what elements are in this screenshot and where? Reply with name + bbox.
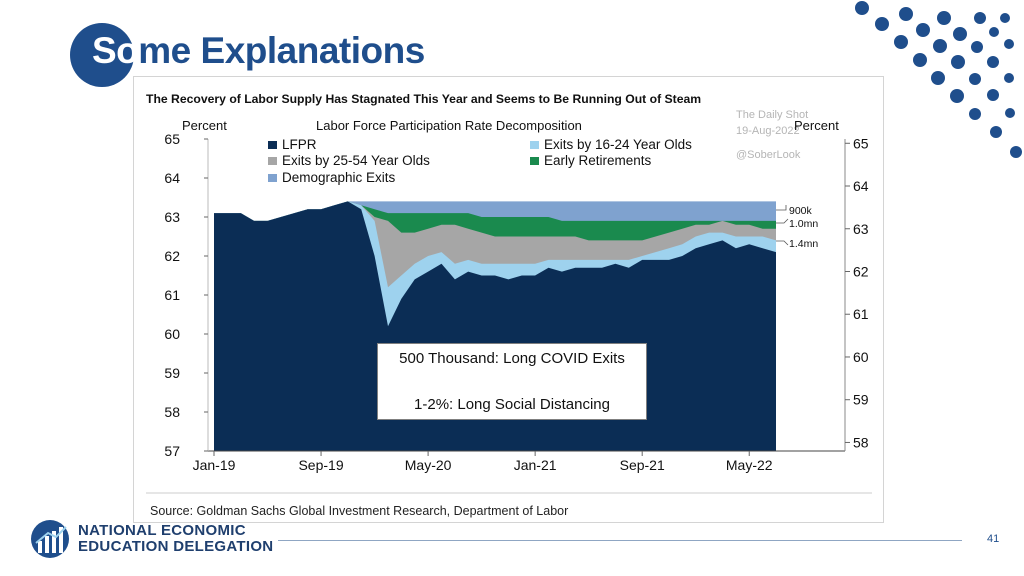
annotation-label: 1.4mn	[789, 238, 818, 250]
slide-title-highlight: So	[92, 30, 139, 71]
right-tick-label: 59	[853, 392, 869, 408]
footer-divider	[278, 540, 962, 541]
right-tick-label: 64	[853, 178, 869, 194]
lfpr-decomposition-chart: The Recovery of Labor Supply Has Stagnat…	[146, 92, 872, 518]
legend-swatch	[530, 157, 539, 165]
x-tick-label: Jan-19	[193, 457, 236, 473]
left-tick-label: 63	[164, 209, 180, 225]
page-number: 41	[987, 533, 1000, 545]
org-name-line-2: EDUCATION DELEGATION	[78, 538, 274, 555]
title-accent-circle	[70, 23, 134, 87]
right-axis-label: Percent	[794, 118, 839, 133]
legend-swatch	[268, 174, 277, 182]
chart-source: Source: Goldman Sachs Global Investment …	[150, 504, 568, 518]
annotation-leader-lines	[776, 205, 789, 246]
left-tick-label: 60	[164, 326, 180, 342]
x-tick-label: Sep-21	[620, 457, 665, 473]
explanation-callout: 500 Thousand: Long COVID Exits 1-2%: Lon…	[377, 343, 647, 420]
annotation-label: 900k	[789, 205, 813, 217]
chart-legend: LFPR Exits by 16-24 Year Olds Exits by 25-…	[268, 137, 692, 185]
legend-swatch	[530, 141, 539, 149]
left-tick-label: 59	[164, 365, 180, 381]
chart-title: The Recovery of Labor Supply Has Stagnat…	[146, 92, 701, 106]
x-tick-label: Jan-21	[514, 457, 557, 473]
slide-title-rest: me Explanations	[138, 30, 425, 71]
decorative-dot-pattern	[855, 1, 1022, 158]
right-tick-label: 62	[853, 263, 869, 279]
right-tick-label: 60	[853, 349, 869, 365]
legend-label: Exits by 25-54 Year Olds	[282, 153, 430, 168]
nced-logo-icon	[31, 520, 69, 558]
legend-swatch	[268, 141, 277, 149]
watermark-line-3: @SoberLook	[736, 149, 801, 161]
right-tick-label: 58	[853, 434, 869, 450]
x-tick-label: May-22	[726, 457, 773, 473]
x-tick-label: Sep-19	[298, 457, 343, 473]
left-tick-label: 62	[164, 248, 180, 264]
slide-title: Some Explanations	[92, 30, 425, 72]
chart-image: The Recovery of Labor Supply Has Stagnat…	[133, 76, 884, 523]
callout-long-covid: 500 Thousand: Long COVID Exits	[399, 350, 625, 367]
left-tick-label: 57	[164, 443, 180, 459]
legend-label: Demographic Exits	[282, 170, 396, 185]
legend-swatch	[268, 157, 277, 165]
left-tick-label: 64	[164, 170, 180, 186]
legend-label: Exits by 16-24 Year Olds	[544, 137, 692, 152]
right-tick-label: 65	[853, 135, 869, 151]
legend-label: Early Retirements	[544, 153, 652, 168]
legend-label: LFPR	[282, 137, 317, 152]
left-tick-label: 65	[164, 131, 180, 147]
org-name-line-1: NATIONAL ECONOMIC	[78, 522, 246, 539]
watermark-line-1: The Daily Shot	[736, 109, 808, 121]
annotation-label: 1.0mn	[789, 218, 818, 230]
watermark-line-2: 19-Aug-2022	[736, 125, 800, 137]
right-tick-label: 63	[853, 221, 869, 237]
right-tick-label: 61	[853, 306, 869, 322]
x-tick-label: May-20	[405, 457, 452, 473]
left-axis-label: Percent	[182, 118, 227, 133]
left-tick-label: 58	[164, 404, 180, 420]
callout-social-distancing: 1-2%: Long Social Distancing	[414, 396, 610, 413]
chart-subtitle: Labor Force Participation Rate Decomposi…	[316, 118, 582, 133]
axes-layer: 57 58 59 60 61 62 63 64 65 58 59 60 61 62 63 64 65 Jan-19…	[164, 131, 868, 473]
left-tick-label: 61	[164, 287, 180, 303]
